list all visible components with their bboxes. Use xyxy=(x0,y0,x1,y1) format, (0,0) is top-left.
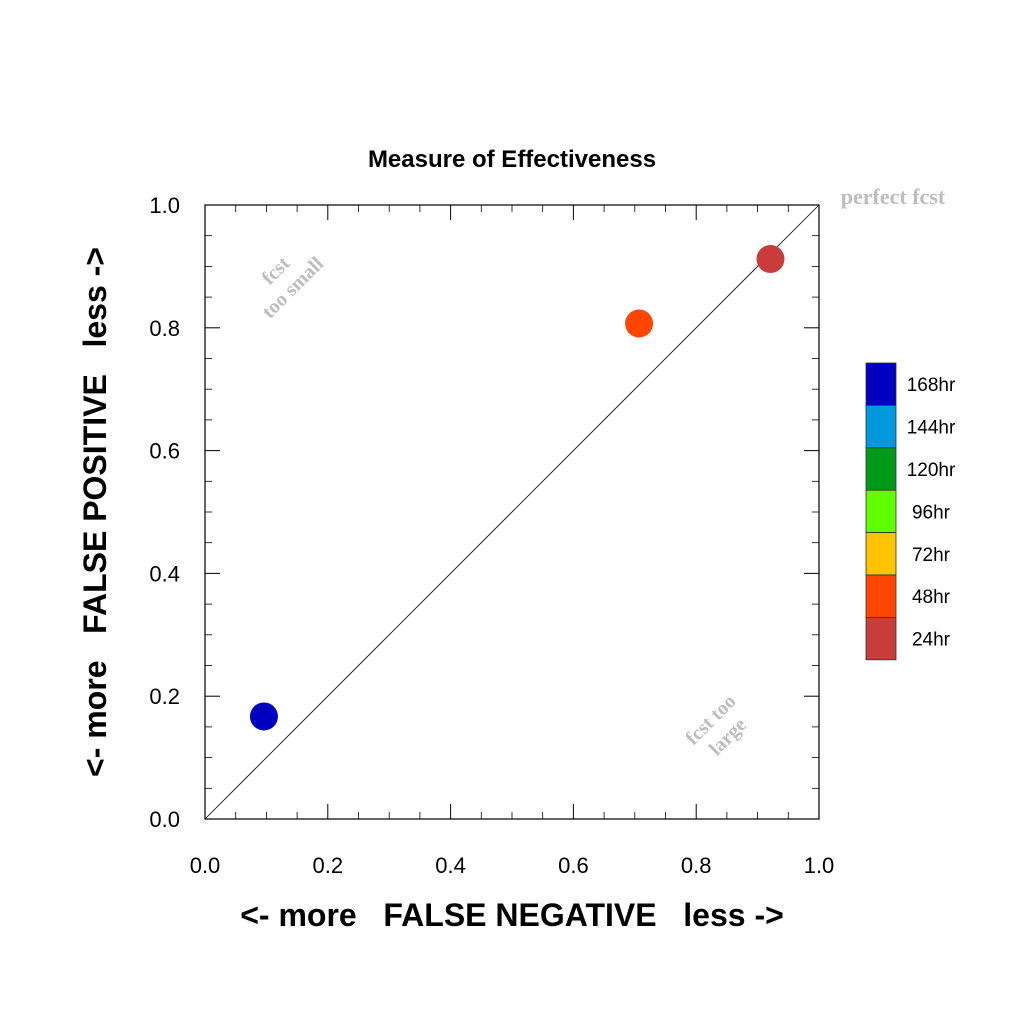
y-tick-label: 0.2 xyxy=(149,684,180,709)
x-tick-label: 0.6 xyxy=(558,853,589,878)
y-tick-label: 0.8 xyxy=(149,316,180,341)
y-tick-label: 0.6 xyxy=(149,439,180,464)
legend-swatch-72hr xyxy=(865,532,897,576)
legend-label-168hr: 168hr xyxy=(907,375,956,396)
x-tick-label: 0.8 xyxy=(681,853,712,878)
perfect-forecast-line xyxy=(204,204,820,820)
x-tick-label: 0.4 xyxy=(435,853,466,878)
chart-title: Measure of Effectiveness xyxy=(368,146,656,173)
annotation-layer: perfect fcst fcst too small fcst too lar… xyxy=(258,184,946,760)
legend-label-48hr: 48hr xyxy=(912,587,951,608)
legend-label-72hr: 72hr xyxy=(912,545,951,566)
legend-label-120hr: 120hr xyxy=(907,460,956,481)
legend-swatch-168hr xyxy=(865,362,897,406)
y-tick-label: 0.4 xyxy=(149,561,180,586)
y-tick-label: 1.0 xyxy=(149,193,180,218)
legend-label-24hr: 24hr xyxy=(912,630,951,651)
legend-swatch-120hr xyxy=(865,447,897,491)
data-point-48hr xyxy=(625,309,654,338)
legend: 168hr 144hr 120hr 96hr 72hr 48hr 24hr xyxy=(865,362,956,661)
x-tick-label: 1.0 xyxy=(804,853,835,878)
legend-label-96hr: 96hr xyxy=(912,502,951,523)
y-tick-label: 0.0 xyxy=(149,807,180,832)
legend-swatch-48hr xyxy=(865,574,897,618)
y-axis-label: <- more FALSE POSITIVE less -> xyxy=(77,247,113,777)
x-tick-label: 0.0 xyxy=(190,853,221,878)
legend-swatch-96hr xyxy=(865,489,897,534)
legend-swatch-24hr xyxy=(865,617,897,661)
annotation-perfect-fcst: perfect fcst xyxy=(841,184,946,209)
x-tick-label: 0.2 xyxy=(313,853,344,878)
reference-layer xyxy=(204,204,820,820)
x-axis-label: <- more FALSE NEGATIVE less -> xyxy=(240,897,784,933)
legend-label-144hr: 144hr xyxy=(907,418,956,439)
data-point-168hr xyxy=(249,702,278,731)
points-layer xyxy=(249,245,785,731)
legend-swatch-144hr xyxy=(865,404,897,449)
data-point-24hr xyxy=(756,245,785,274)
axes-layer: 0.0 0.2 0.4 0.6 0.8 1.0 0.0 0.2 0.4 0.6 0.8 1.0 xyxy=(149,193,834,878)
